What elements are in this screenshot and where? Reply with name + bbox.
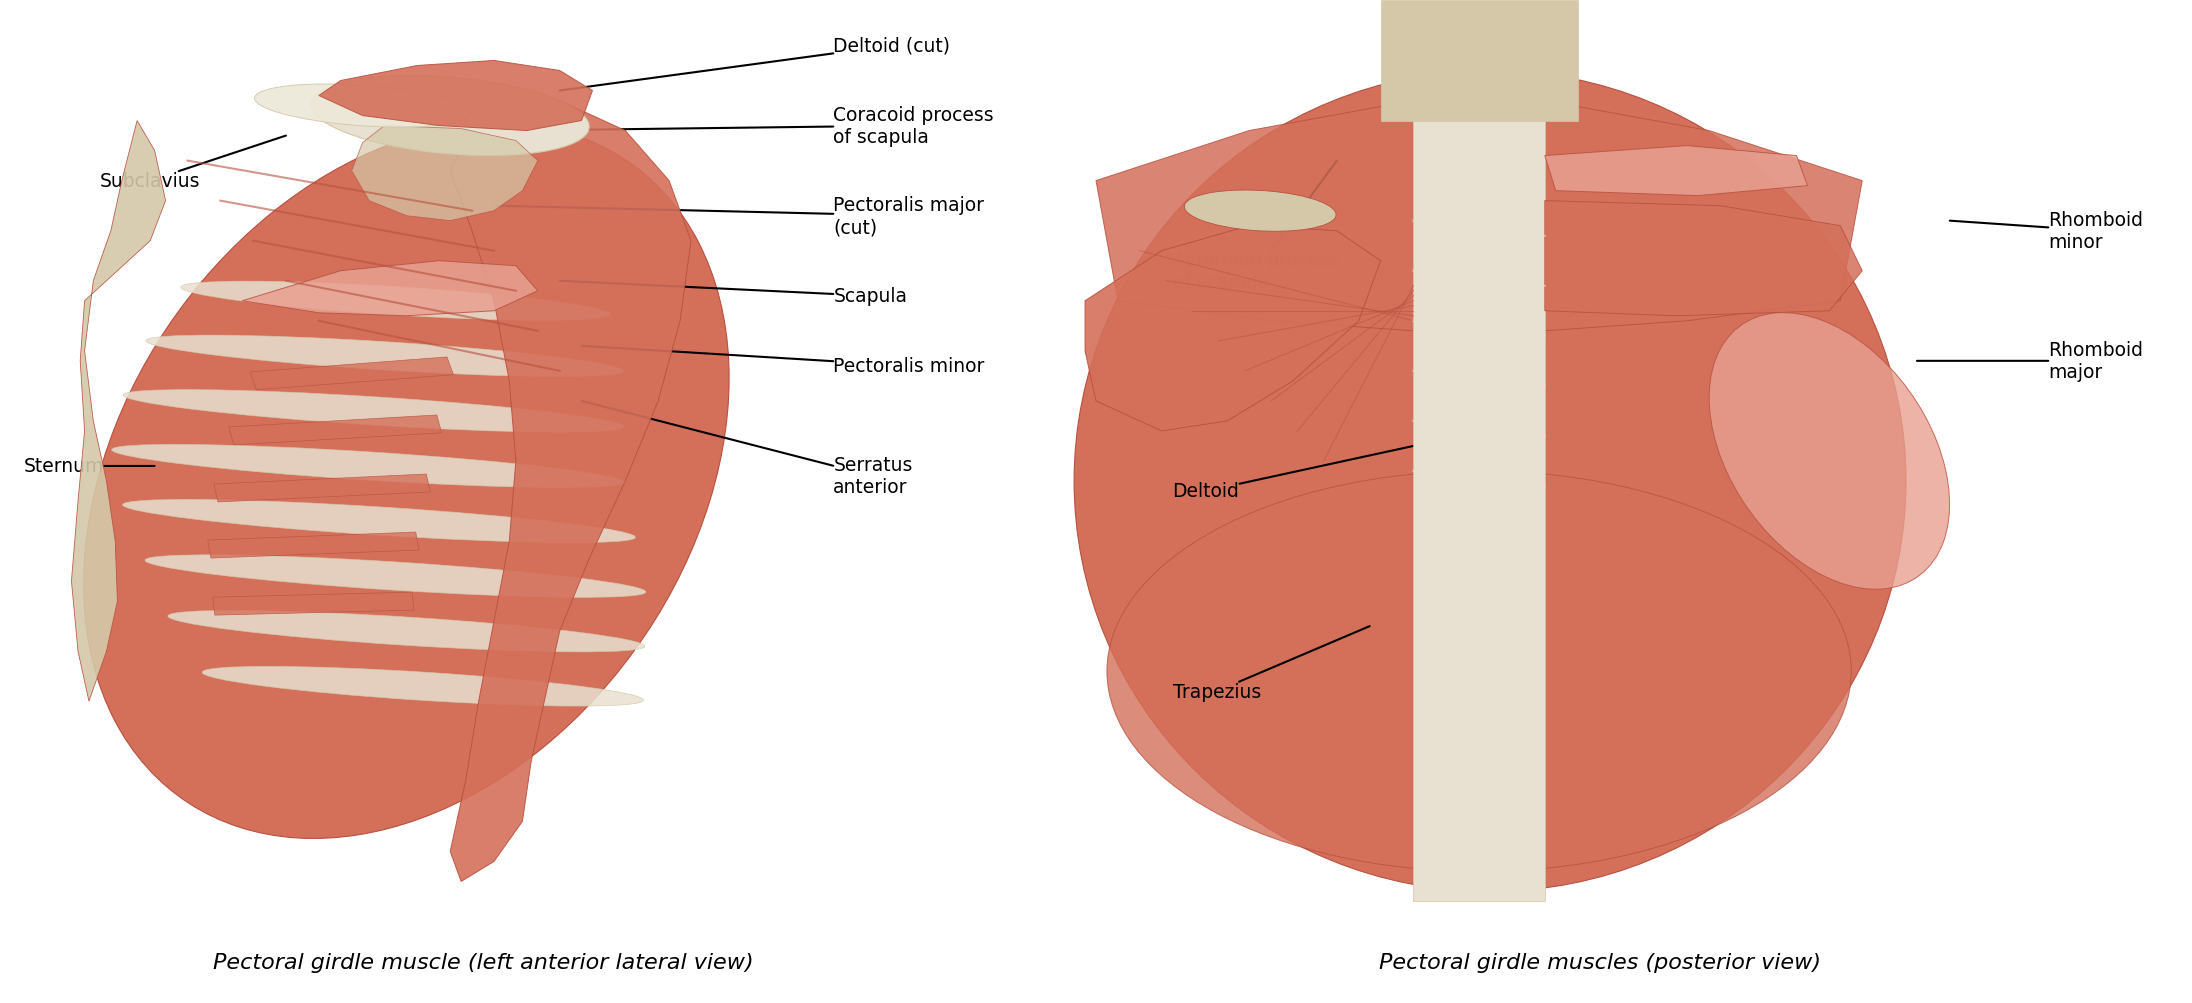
Polygon shape <box>1096 101 1863 331</box>
Text: Rhomboid
minor: Rhomboid minor <box>1951 211 2144 252</box>
Ellipse shape <box>1184 191 1337 232</box>
FancyArrow shape <box>215 474 430 503</box>
Text: Sternum: Sternum <box>24 457 156 476</box>
Text: Trapezius: Trapezius <box>1173 627 1370 701</box>
Text: Pectoral girdle muscles (posterior view): Pectoral girdle muscles (posterior view) <box>1379 952 1822 972</box>
Text: Subclavius: Subclavius <box>101 136 285 191</box>
Ellipse shape <box>202 667 644 706</box>
Bar <box>1381 1 1578 121</box>
Ellipse shape <box>311 76 590 156</box>
Text: Pectoralis major
(cut): Pectoralis major (cut) <box>493 196 984 237</box>
Point <box>480 246 506 258</box>
Line: 2 pts: 2 pts <box>221 202 493 252</box>
FancyArrow shape <box>250 358 454 390</box>
Ellipse shape <box>123 390 625 432</box>
Ellipse shape <box>123 499 636 543</box>
Point <box>524 325 550 337</box>
Ellipse shape <box>145 556 647 598</box>
Polygon shape <box>72 121 167 701</box>
Ellipse shape <box>83 124 730 839</box>
Text: Serratus
anterior: Serratus anterior <box>581 401 912 496</box>
Point <box>175 155 202 168</box>
Point <box>546 365 572 377</box>
Ellipse shape <box>112 445 625 488</box>
Ellipse shape <box>1710 313 1949 590</box>
Polygon shape <box>1545 146 1808 197</box>
Text: Rhomboid
major: Rhomboid major <box>1918 341 2144 382</box>
Point <box>239 236 265 248</box>
Ellipse shape <box>1074 71 1907 892</box>
Line: 2 pts: 2 pts <box>189 161 471 212</box>
Polygon shape <box>1545 202 1863 317</box>
Text: Pectoralis minor: Pectoralis minor <box>581 346 984 376</box>
Text: Deltoid: Deltoid <box>1173 446 1414 500</box>
Text: Deltoid (cut): Deltoid (cut) <box>559 37 951 91</box>
FancyArrow shape <box>213 593 414 616</box>
Point <box>272 276 298 288</box>
Line: 2 pts: 2 pts <box>285 282 537 331</box>
Point <box>208 196 235 208</box>
Line: 2 pts: 2 pts <box>252 242 515 292</box>
Polygon shape <box>318 61 592 131</box>
Polygon shape <box>1085 227 1381 431</box>
FancyArrow shape <box>208 533 419 559</box>
Ellipse shape <box>1107 471 1852 872</box>
FancyArrow shape <box>228 415 443 445</box>
Polygon shape <box>351 126 537 222</box>
Ellipse shape <box>169 611 644 652</box>
Polygon shape <box>449 101 690 882</box>
Text: Coracoid process
of scapula: Coracoid process of scapula <box>515 106 993 146</box>
Line: 2 pts: 2 pts <box>318 321 559 371</box>
Ellipse shape <box>254 85 471 128</box>
Text: Pectoral girdle muscle (left anterior lateral view): Pectoral girdle muscle (left anterior la… <box>213 952 754 972</box>
Text: Acromion process
of scapula: Acromion process of scapula <box>1173 161 1339 292</box>
Ellipse shape <box>180 282 609 321</box>
Text: Scapula: Scapula <box>559 282 907 306</box>
Polygon shape <box>241 262 537 317</box>
Point <box>305 315 331 327</box>
Bar <box>1414 101 1545 902</box>
Point <box>458 206 484 218</box>
Ellipse shape <box>147 336 623 377</box>
Point <box>502 286 528 298</box>
